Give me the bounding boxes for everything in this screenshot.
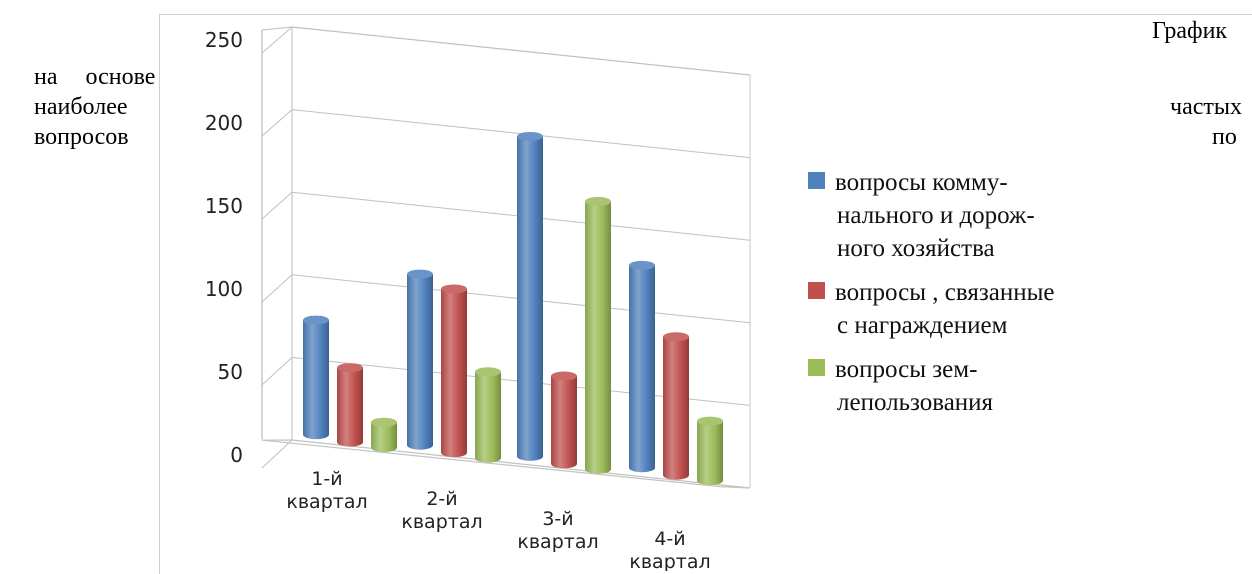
x-category-label: 4-й	[654, 528, 685, 550]
y-tick-label: 100	[205, 277, 243, 301]
y-tick-label: 150	[205, 194, 243, 218]
bar-1-1	[303, 315, 329, 440]
side-gridline	[261, 357, 293, 386]
y-tick-label: 200	[205, 111, 243, 135]
bar-body	[517, 136, 543, 461]
bar-3-1	[517, 131, 543, 461]
bar-body	[475, 371, 501, 463]
x-category-label: 2-й	[426, 488, 457, 510]
x-category-label: 3-й	[542, 508, 573, 530]
x-category-label: квартал	[517, 531, 598, 553]
bar-top	[303, 315, 329, 325]
bar-3-3	[585, 196, 611, 474]
bar-top	[517, 131, 543, 141]
doc-text-na-osnove: на основе	[34, 62, 162, 92]
side-gridline	[261, 26, 293, 54]
doc-text-chastyh: частых	[1170, 94, 1242, 120]
bar-2-1	[407, 269, 433, 450]
bar-4-2	[663, 332, 689, 480]
side-gridline	[261, 109, 293, 137]
legend-label-line: ного хозяйства	[837, 235, 995, 262]
legend-item-1: вопросы комму-нального и дорож-ного хозя…	[808, 169, 1035, 262]
legend-label-line: нального и дорож-	[837, 202, 1035, 229]
doc-text-po: по	[1212, 124, 1237, 150]
y-axis-ticks: 0 50 100 150 200 250	[205, 28, 243, 467]
y-tick-label: 50	[218, 360, 243, 384]
side-gridline	[261, 439, 293, 469]
doc-text-naibolee: наиболее	[34, 94, 128, 120]
side-wall-top-edge	[261, 26, 293, 31]
bar-body	[585, 201, 611, 474]
legend-label-line: вопросы , связанные	[835, 279, 1054, 306]
bar-4-1	[629, 260, 655, 473]
bar-body	[663, 336, 689, 480]
bar-body	[371, 422, 397, 453]
bar-top	[629, 260, 655, 270]
y-tick-label: 0	[230, 443, 243, 467]
chart-legend: вопросы комму-нального и дорож-ного хозя…	[808, 169, 1054, 416]
doc-text-voprosov: вопросов	[34, 124, 129, 150]
bar-1-2	[337, 363, 363, 447]
legend-label-line: вопросы зем-	[835, 356, 977, 383]
side-gridline	[261, 191, 293, 220]
doc-word-na: на основе	[34, 64, 156, 90]
y-tick-label: 250	[205, 28, 243, 52]
bar-top	[441, 284, 467, 294]
doc-text-grafik: График	[1152, 18, 1228, 44]
x-category-label: квартал	[286, 491, 367, 513]
bar-top	[475, 367, 501, 377]
back-gridline	[291, 26, 751, 76]
bar-2-2	[441, 284, 467, 458]
bar-top	[371, 417, 397, 427]
chart-floor	[261, 439, 751, 489]
bar-top	[663, 332, 689, 342]
bar-3-2	[551, 371, 577, 469]
legend-label-line: вопросы комму-	[835, 169, 1008, 196]
chart-frame	[159, 14, 1252, 574]
bar-top	[337, 363, 363, 373]
legend-item-3: вопросы зем-лепользования	[808, 356, 994, 416]
chart-grid	[261, 26, 751, 489]
legend-label-line: с награждением	[837, 312, 1008, 339]
bar-body	[407, 274, 433, 450]
legend-swatch	[808, 282, 825, 299]
bar-body	[551, 376, 577, 469]
bar-top	[407, 269, 433, 279]
bar-2-3	[475, 367, 501, 463]
bar-body	[303, 320, 329, 440]
bar-body	[697, 421, 723, 486]
bar-body	[441, 288, 467, 458]
x-category-label: квартал	[629, 551, 710, 571]
bar-1-3	[371, 417, 397, 453]
legend-label-line: лепользования	[837, 389, 994, 416]
chart-bars	[303, 131, 723, 486]
bar-4-3	[697, 416, 723, 486]
side-gridline	[261, 274, 293, 303]
bar-body	[629, 265, 655, 473]
x-category-label: 1-й	[311, 468, 342, 490]
bar-body	[337, 367, 363, 447]
bar-top	[551, 371, 577, 381]
x-category-label: квартал	[401, 511, 482, 533]
bar-top	[585, 196, 611, 206]
legend-item-2: вопросы , связанные с награждением	[808, 279, 1054, 339]
bar-top	[697, 416, 723, 426]
legend-swatch	[808, 359, 825, 376]
legend-swatch	[808, 172, 825, 189]
